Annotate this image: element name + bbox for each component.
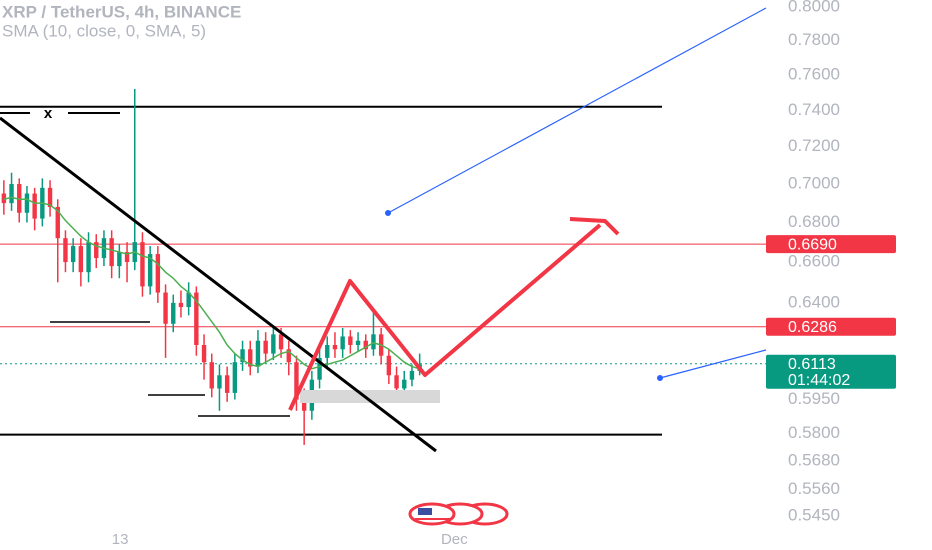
ray-point	[657, 375, 663, 381]
projection	[288, 223, 602, 411]
candle-body	[9, 184, 14, 204]
candle-body	[178, 302, 184, 308]
price-label: 0.6286	[788, 319, 837, 336]
y-tick-label: 0.7200	[788, 136, 840, 155]
candle-body	[232, 362, 238, 393]
candle-body	[140, 242, 145, 287]
candle-body	[194, 292, 199, 345]
candle-body	[348, 336, 353, 345]
candle-body	[201, 344, 207, 363]
y-tick-label: 0.5950	[788, 389, 840, 408]
candle-body	[278, 334, 284, 350]
candle-body	[248, 349, 253, 367]
candle-body	[286, 349, 291, 363]
candle-body	[32, 193, 37, 219]
y-tick-label: 0.5680	[788, 451, 840, 470]
candle-body	[47, 187, 53, 207]
candle-body	[78, 246, 84, 273]
candle-body	[409, 370, 415, 380]
candle-body	[109, 238, 114, 267]
candle-body	[124, 252, 130, 263]
candle-body	[394, 375, 399, 389]
candle-body	[325, 344, 330, 358]
y-tick-label: 0.6800	[788, 212, 840, 231]
drawings: x	[0, 7, 767, 526]
x-tick-label: 13	[112, 531, 129, 548]
candle-body	[340, 336, 345, 350]
candle-body	[363, 340, 368, 350]
arrow-head	[569, 217, 620, 236]
candle-body	[224, 375, 230, 393]
indicator-legend: SMA (10, close, 0, SMA, 5)	[2, 21, 206, 40]
candle-body	[86, 242, 91, 273]
candle-body	[1, 193, 7, 204]
candle-body	[55, 206, 60, 239]
candle-body	[186, 292, 191, 308]
candle-body	[155, 254, 161, 293]
x-tick-label: Dec	[441, 531, 468, 548]
candle-body	[402, 379, 407, 389]
countdown: 01:44:02	[788, 372, 850, 389]
candle-body	[332, 344, 338, 350]
trend-line	[0, 116, 437, 453]
candle-body	[317, 357, 322, 380]
candle-body	[63, 238, 68, 263]
candle-body	[371, 334, 376, 350]
y-tick-label: 0.5450	[788, 505, 840, 524]
candle-body	[355, 340, 361, 345]
candle-body	[147, 254, 153, 287]
candle-body	[117, 252, 122, 267]
y-tick-label: 0.5560	[788, 479, 840, 498]
candle-body	[217, 375, 222, 389]
candle-body	[301, 399, 307, 411]
y-tick-label: 0.8000	[788, 0, 840, 15]
candle-body	[271, 334, 276, 354]
candle-body	[209, 362, 214, 389]
y-tick-label: 0.7600	[788, 64, 840, 83]
drawing-label: x	[44, 105, 53, 122]
price-label: 0.6113	[788, 356, 836, 373]
candle-body	[70, 246, 76, 263]
candle-body	[163, 292, 168, 324]
candle-body	[94, 242, 99, 259]
y-tick-label: 0.7800	[788, 30, 840, 49]
candle-body	[255, 340, 261, 367]
candle-body	[294, 362, 299, 400]
ray	[659, 349, 767, 379]
ray	[387, 7, 767, 214]
price-label-box	[766, 235, 896, 254]
event-icons	[408, 502, 509, 526]
price-label-box	[766, 354, 896, 389]
plot	[0, 89, 766, 445]
candle-body	[386, 355, 392, 376]
y-tick-label: 0.7000	[788, 174, 840, 193]
candle-body	[171, 302, 176, 324]
candle-body	[240, 349, 245, 363]
ray-point	[385, 210, 391, 216]
y-tick-label: 0.5800	[788, 423, 840, 442]
price-label: 0.6690	[788, 236, 837, 253]
sma-line	[3, 196, 420, 370]
candle-body	[263, 340, 268, 354]
y-tick-label: 0.6600	[788, 252, 840, 271]
chart-title: XRP / TetherUS, 4h, BINANCE	[2, 2, 241, 21]
y-tick-label: 0.6400	[788, 292, 840, 311]
zone	[300, 390, 440, 403]
price-label-box	[766, 317, 896, 336]
candle-body	[17, 184, 22, 213]
candle-body	[24, 193, 30, 213]
y-tick-label: 0.7400	[788, 100, 840, 119]
